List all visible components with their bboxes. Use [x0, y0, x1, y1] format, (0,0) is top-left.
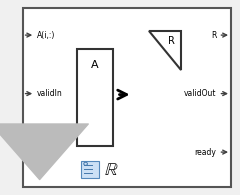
Text: ready: ready [194, 148, 216, 157]
Text: $\mathbb{R}$: $\mathbb{R}$ [104, 161, 119, 179]
Text: A: A [91, 60, 99, 70]
Text: restart: restart [37, 148, 63, 157]
Text: validIn: validIn [37, 89, 62, 98]
Text: R: R [211, 31, 216, 40]
Bar [77, 49, 113, 146]
Text: R: R [168, 36, 174, 46]
Polygon shape [150, 31, 181, 70]
FancyBboxPatch shape [23, 8, 231, 187]
Text: validOut: validOut [184, 89, 216, 98]
Text: A(i,:): A(i,:) [37, 31, 55, 40]
FancyBboxPatch shape [81, 161, 99, 178]
